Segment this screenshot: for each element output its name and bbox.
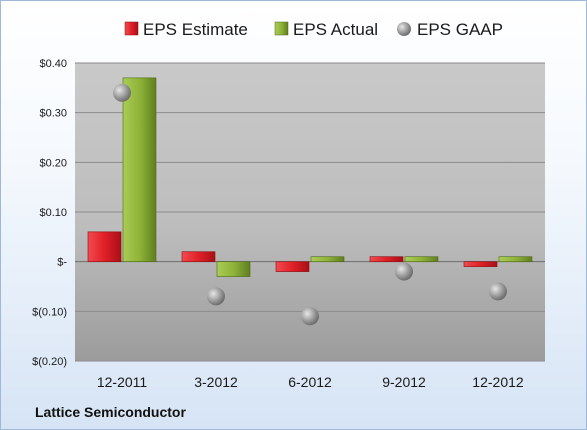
gaap-marker	[395, 262, 413, 281]
y-tick-label: $0.30	[39, 108, 67, 120]
actual-bar	[310, 256, 345, 262]
gaap-markers	[113, 83, 507, 326]
legend-label-gaap: EPS GAAP	[417, 20, 503, 39]
y-tick-label: $(0.10)	[32, 306, 67, 318]
legend-item-estimate: EPS Estimate	[124, 20, 248, 39]
x-tick-label: 12-2012	[472, 374, 524, 390]
x-tick-label: 9-2012	[382, 374, 426, 390]
estimate-bar	[181, 251, 216, 262]
x-tick-label: 3-2012	[194, 374, 238, 390]
legend-item-gaap: EPS GAAP	[397, 20, 503, 39]
y-tick-label: $-	[57, 257, 67, 269]
y-tick-label: $0.40	[39, 58, 67, 70]
estimate-bar	[87, 231, 122, 262]
estimate-bar	[275, 261, 310, 272]
x-axis: 12-2011 3-2012 6-2012 9-2012 12-2012	[97, 374, 524, 390]
y-axis: $0.40 $0.30 $0.20 $0.10 $- $(0.10) $(0.20)	[32, 58, 67, 368]
gaap-marker	[207, 287, 225, 306]
bars	[87, 77, 533, 277]
estimate-bar	[463, 261, 498, 267]
y-tick-label: $0.10	[39, 207, 67, 219]
actual-bar	[216, 261, 251, 277]
gaap-marker	[113, 83, 131, 102]
legend: EPS Estimate EPS Actual EPS GAAP	[124, 20, 503, 39]
x-tick-label: 12-2011	[97, 374, 148, 390]
estimate-bar	[369, 256, 404, 262]
legend-item-actual: EPS Actual	[274, 20, 378, 39]
actual-bar	[404, 256, 439, 262]
y-tick-label: $0.20	[39, 157, 67, 169]
gaap-marker	[301, 307, 319, 326]
legend-swatch-gaap	[397, 22, 411, 36]
gaap-marker	[489, 282, 507, 301]
legend-swatch-actual	[274, 21, 289, 36]
actual-bar	[498, 256, 533, 262]
legend-swatch-estimate	[124, 21, 139, 36]
legend-label-actual: EPS Actual	[293, 20, 378, 39]
legend-label-estimate: EPS Estimate	[143, 20, 248, 39]
y-tick-label: $(0.20)	[32, 356, 67, 368]
actual-bar	[122, 77, 157, 262]
x-tick-label: 6-2012	[288, 374, 332, 390]
company-label: Lattice Semiconductor	[35, 404, 186, 420]
